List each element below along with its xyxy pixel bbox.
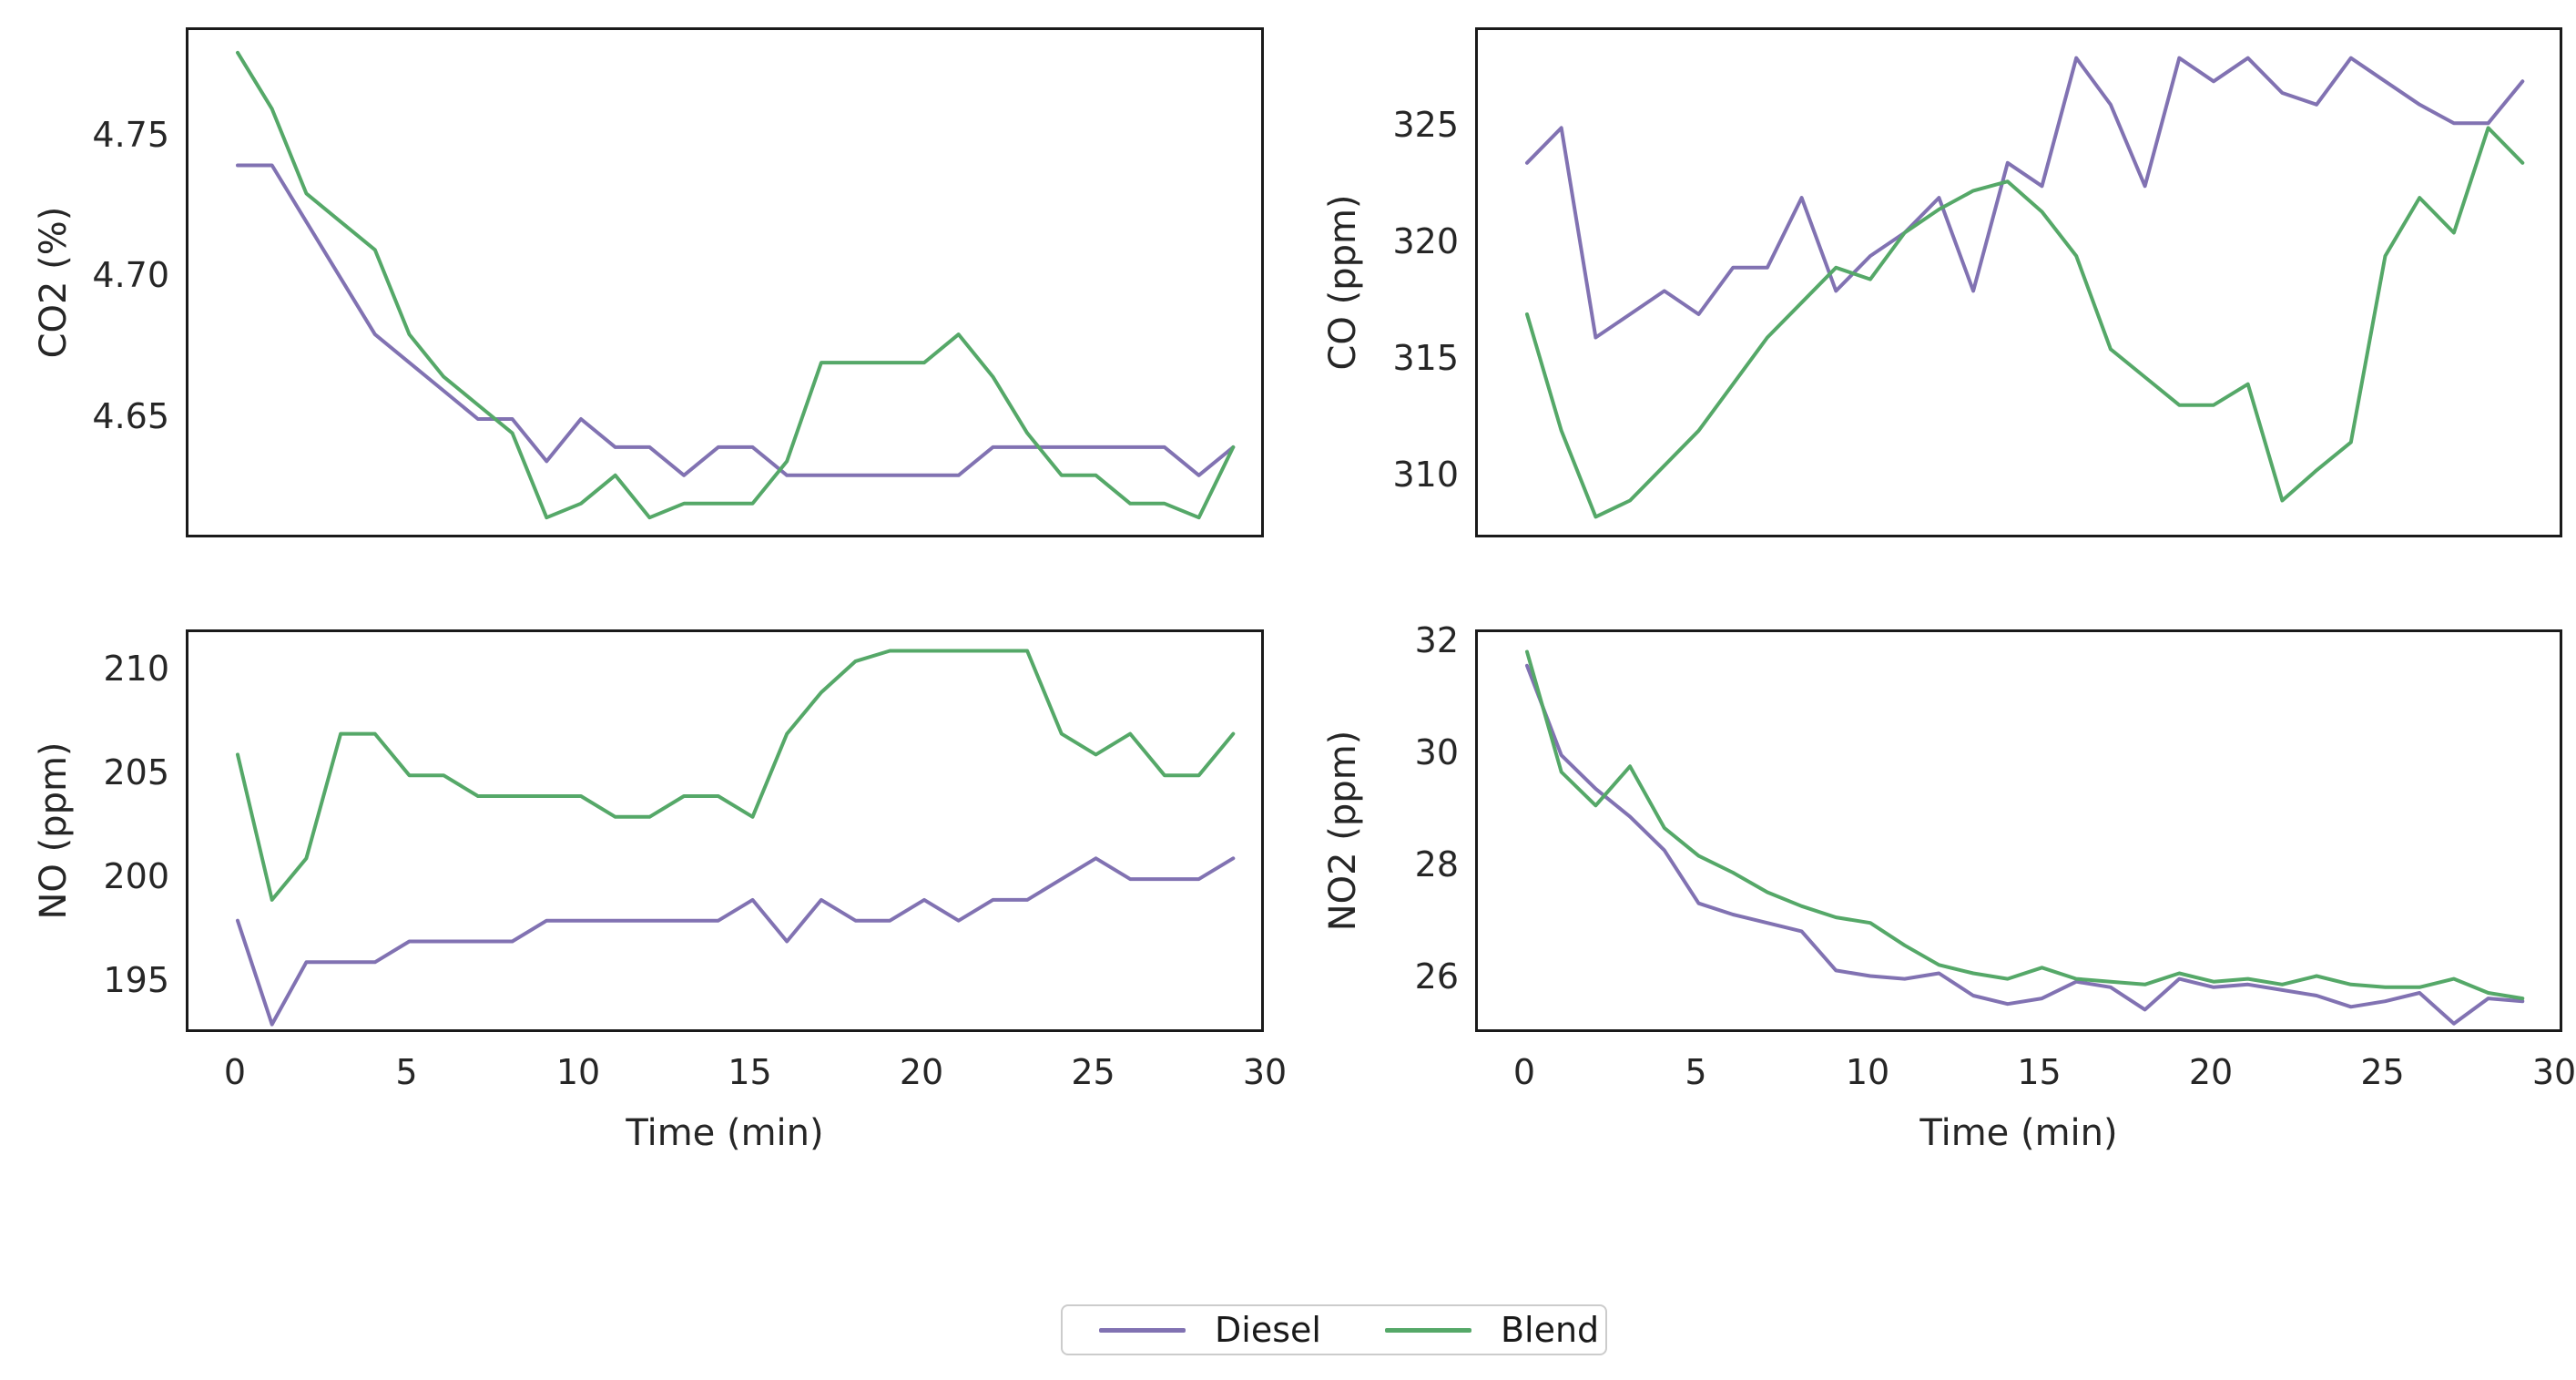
co-y-tick-label: 320 <box>1392 221 1459 262</box>
co2-y-tick-label: 4.70 <box>92 255 169 296</box>
no2-y-tick-label: 26 <box>1414 956 1459 997</box>
no-plot-area <box>186 629 1264 1032</box>
no2-plot-area <box>1475 629 2562 1032</box>
blend-line <box>1525 649 2525 1001</box>
no-x-tick-label: 25 <box>1071 1052 1115 1092</box>
no2-x-tick-label: 5 <box>1685 1052 1707 1092</box>
no2-x-tick-label: 30 <box>2531 1052 2576 1092</box>
co2-y-tick-label: 4.65 <box>92 395 169 436</box>
no-x-tick-label: 5 <box>395 1052 418 1092</box>
y-axis-label: NO2 (ppm) <box>1322 730 1364 932</box>
diesel-line <box>236 163 1236 477</box>
no2-x-tick-label: 15 <box>2017 1052 2062 1092</box>
no-x-tick-label: 20 <box>899 1052 944 1092</box>
no-x-tick-label: 30 <box>1242 1052 1288 1092</box>
y-axis-label: CO (ppm) <box>1322 194 1364 371</box>
blend-line-sample <box>1384 1327 1471 1333</box>
legend-label-diesel: Diesel <box>1215 1310 1321 1350</box>
diesel-line <box>236 856 1236 1027</box>
no2-x-tick-label: 25 <box>2360 1052 2405 1092</box>
x-axis-label: Time (min) <box>626 1112 824 1154</box>
co-plot-area <box>1475 27 2562 537</box>
no-x-tick-label: 15 <box>728 1052 772 1092</box>
blend-line <box>236 50 1236 520</box>
co2-y-tick-label: 4.75 <box>92 114 169 155</box>
no-y-tick-label: 205 <box>103 752 169 793</box>
no2-y-tick-label: 30 <box>1414 732 1459 773</box>
no-y-tick-label: 200 <box>103 856 169 897</box>
blend-line <box>1525 126 2525 519</box>
no2-x-tick-label: 0 <box>1512 1052 1536 1092</box>
no2-y-tick-label: 32 <box>1414 620 1459 661</box>
y-axis-label: NO (ppm) <box>33 741 75 920</box>
diesel-line <box>1525 663 2525 1026</box>
legend-entry-blend: Blend <box>1384 1310 1600 1350</box>
legend: Diesel Blend <box>1061 1304 1607 1355</box>
no2-y-tick-label: 28 <box>1414 843 1459 884</box>
no-y-tick-label: 195 <box>103 960 169 1001</box>
co-y-tick-label: 325 <box>1392 105 1459 146</box>
co-y-tick-label: 315 <box>1392 338 1459 379</box>
no-y-tick-label: 210 <box>103 649 169 690</box>
legend-label-blend: Blend <box>1500 1310 1600 1350</box>
diesel-line-sample <box>1099 1327 1186 1333</box>
diesel-line <box>1525 56 2525 340</box>
y-axis-label: CO2 (%) <box>33 206 75 359</box>
no-x-tick-label: 0 <box>223 1052 247 1092</box>
co2-plot-area <box>186 27 1264 537</box>
no2-x-tick-label: 20 <box>2188 1052 2234 1092</box>
legend-entry-diesel: Diesel <box>1099 1310 1321 1350</box>
x-axis-label: Time (min) <box>1919 1112 2118 1154</box>
blend-line <box>236 649 1236 902</box>
no2-x-tick-label: 10 <box>1845 1052 1890 1092</box>
no-x-tick-label: 10 <box>555 1052 601 1092</box>
co-y-tick-label: 310 <box>1392 454 1459 495</box>
